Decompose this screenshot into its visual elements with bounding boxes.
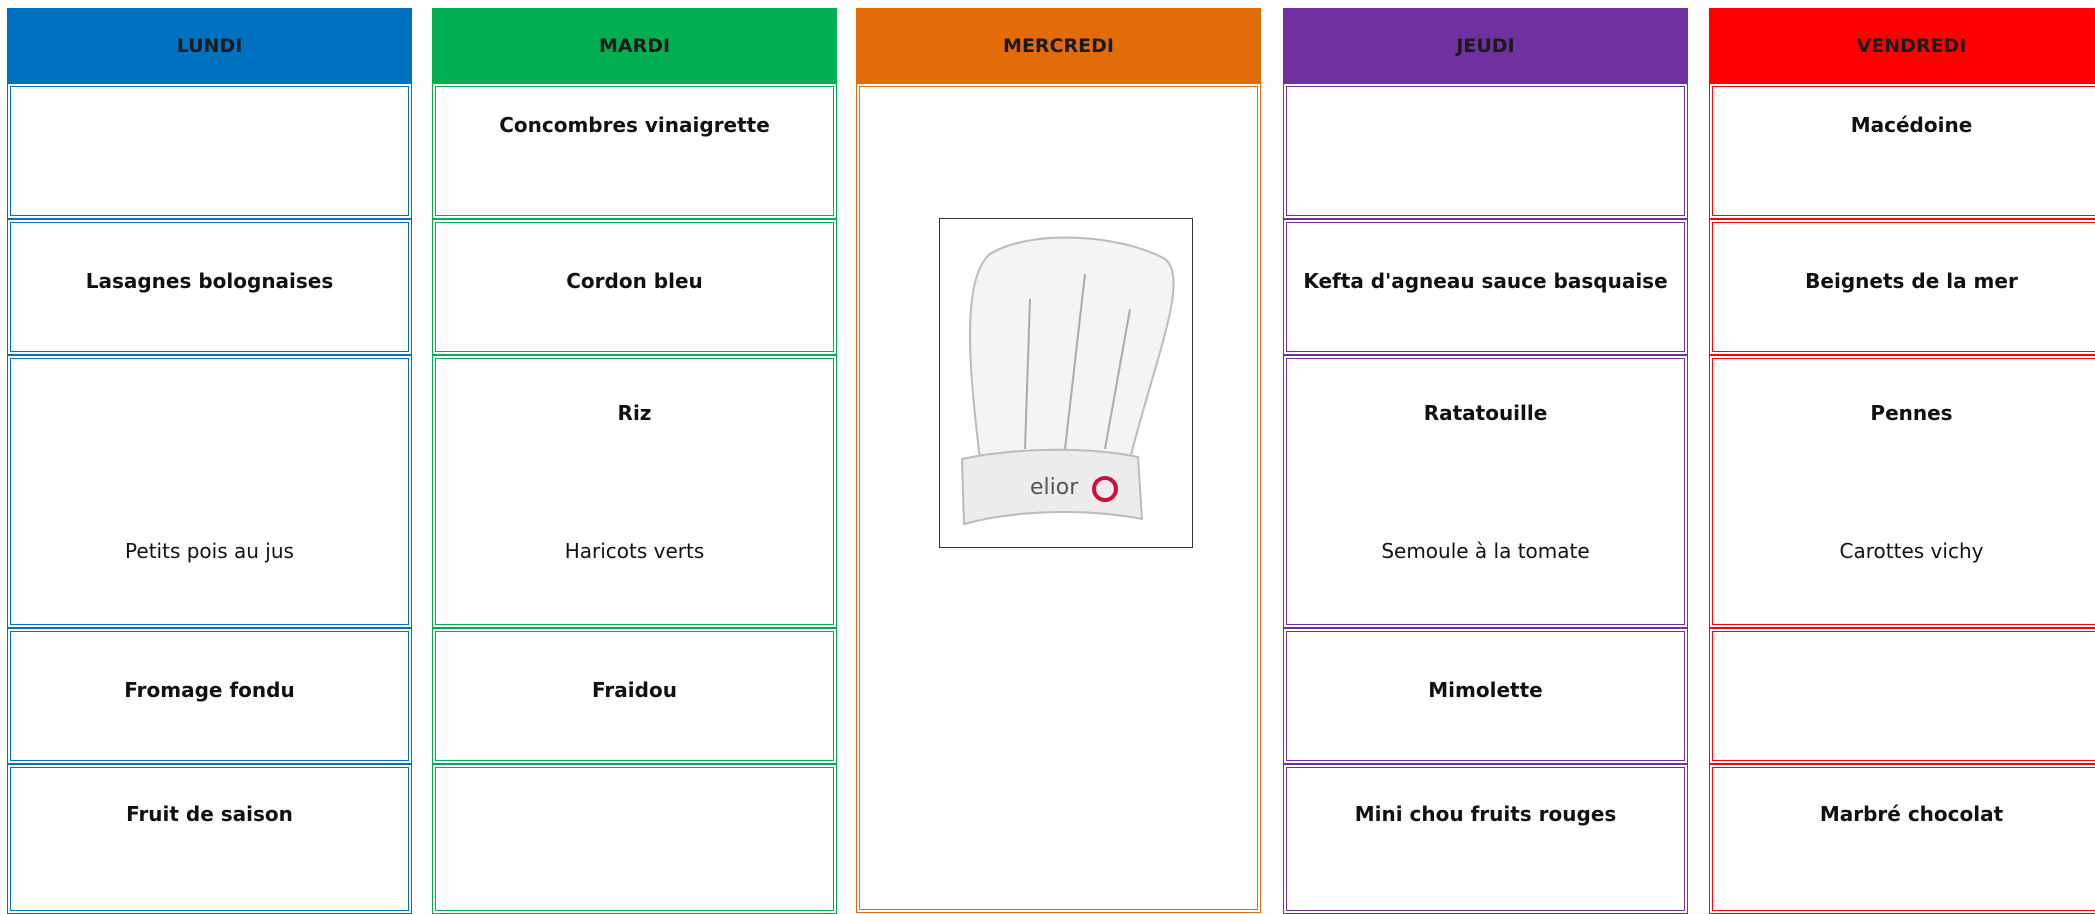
day-cell: Beignets de la mer — [1709, 219, 2095, 355]
day-cell: Macédoine — [1709, 83, 2095, 219]
day-cell — [1709, 628, 2095, 764]
dish: Kefta d'agneau sauce basquaise — [1303, 269, 1668, 293]
dish: Petits pois au jus — [125, 539, 294, 563]
day-cell: Ratatouille Semoule à la tomate — [1283, 355, 1688, 628]
day-column: MARDI Concombres vinaigrette Cordon bleu Ri… — [432, 8, 837, 914]
day-header: JEUDI — [1283, 8, 1688, 83]
day-cell: Concombres vinaigrette — [432, 83, 837, 219]
day-header: LUNDI — [7, 8, 412, 83]
day-cell — [432, 764, 837, 914]
dish: Macédoine — [1850, 113, 1973, 137]
dish: Fromage fondu — [124, 678, 295, 702]
dish: Pennes — [1870, 401, 1953, 425]
dish: Carottes vichy — [1839, 539, 1984, 563]
dish: Fraidou — [592, 678, 677, 702]
day-cell — [1283, 83, 1688, 219]
day-column: JEUDI Kefta d'agneau sauce basquaise Ratat… — [1283, 8, 1688, 914]
day-header: MERCREDI — [856, 8, 1261, 83]
day-cell: Pennes Carottes vichy — [1709, 355, 2095, 628]
day-column: MERCREDI elior — [856, 8, 1261, 913]
dish: Mini chou fruits rouges — [1354, 802, 1617, 826]
dish: Fruit de saison — [126, 802, 293, 826]
day-cell: Fromage fondu — [7, 628, 412, 764]
day-cell: Marbré chocolat — [1709, 764, 2095, 914]
day-column: LUNDI Lasagnes bolognaises Petits pois au … — [7, 8, 412, 914]
day-column: VENDREDI Macédoine Beignets de la mer Penne… — [1709, 8, 2095, 914]
day-header: VENDREDI — [1709, 8, 2095, 83]
day-header: MARDI — [432, 8, 837, 83]
day-cell: Lasagnes bolognaises — [7, 219, 412, 355]
day-cell: Petits pois au jus — [7, 355, 412, 628]
day-cell: Mini chou fruits rouges — [1283, 764, 1688, 914]
day-cell: Fraidou — [432, 628, 837, 764]
day-cell: Mimolette — [1283, 628, 1688, 764]
day-cell — [7, 83, 412, 219]
dish: Mimolette — [1428, 678, 1543, 702]
dish: Semoule à la tomate — [1381, 539, 1590, 563]
chef-hat: elior — [960, 236, 1175, 526]
day-cell: Fruit de saison — [7, 764, 412, 914]
dish: Marbré chocolat — [1819, 802, 2004, 826]
dish: Concombres vinaigrette — [499, 113, 770, 137]
dish: Riz — [617, 401, 652, 425]
logo-image: elior — [939, 218, 1193, 548]
dish: Beignets de la mer — [1805, 269, 2018, 293]
day-cell: Cordon bleu — [432, 219, 837, 355]
dish: Haricots verts — [564, 539, 705, 563]
dish: Cordon bleu — [566, 269, 703, 293]
logo-text: elior — [1030, 475, 1079, 500]
dish: Lasagnes bolognaises — [85, 269, 334, 293]
day-cell: Riz Haricots verts — [432, 355, 837, 628]
dish: Ratatouille — [1423, 401, 1548, 425]
day-cell: Kefta d'agneau sauce basquaise — [1283, 219, 1688, 355]
